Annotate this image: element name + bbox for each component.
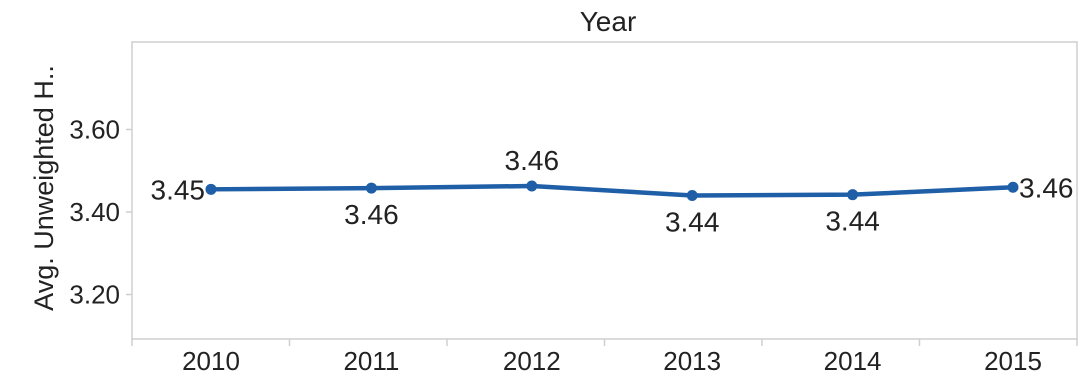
y-tick-label: 3.20: [69, 280, 120, 310]
data-label: 3.46: [505, 145, 560, 176]
y-tick-label: 3.60: [69, 115, 120, 145]
data-point: [365, 182, 377, 194]
data-label: 3.46: [344, 199, 399, 230]
x-tick-label: 2013: [663, 346, 721, 376]
data-label: 3.44: [665, 207, 720, 238]
x-axis: 2010 2011 2012 2013 2014 2015: [131, 339, 1078, 376]
data-point: [686, 190, 698, 201]
y-tick-label: 3.40: [69, 197, 120, 227]
series-layer: 3.45 3.46 3.46 3.44 3.44 3.46: [151, 145, 1074, 237]
series-line: [208, 183, 1016, 198]
chart-title: Year: [580, 6, 637, 37]
x-tick-label: 2010: [182, 346, 240, 376]
data-point: [526, 180, 538, 192]
x-tick-label: 2015: [984, 346, 1042, 376]
data-label: 3.45: [151, 174, 206, 205]
y-axis-title: Avg. Unweighted H..: [29, 65, 59, 311]
x-tick-label: 2014: [824, 346, 882, 376]
data-point: [205, 183, 217, 195]
x-tick-label: 2011: [343, 346, 399, 376]
data-point: [1007, 181, 1019, 193]
data-label: 3.44: [825, 206, 880, 237]
x-tick-label: 2012: [503, 346, 561, 376]
y-axis: 3.20 3.40 3.60: [69, 115, 132, 310]
data-label: 3.46: [1019, 172, 1074, 203]
data-point: [847, 189, 859, 201]
